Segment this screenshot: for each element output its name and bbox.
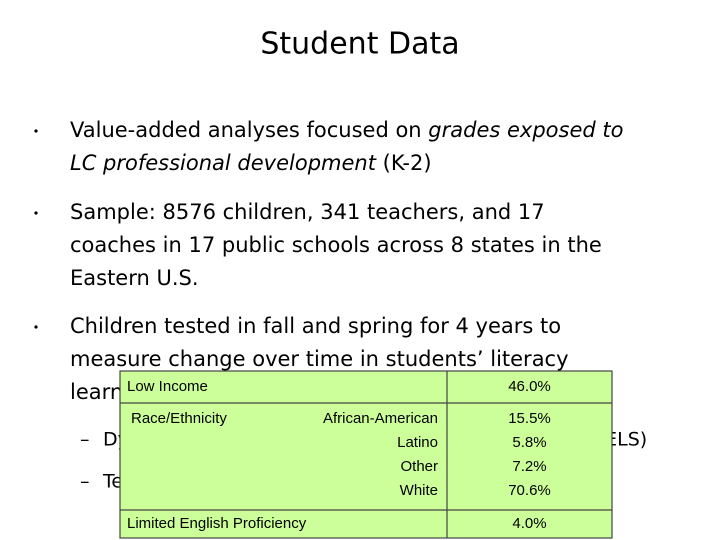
bullet-dot <box>34 211 38 215</box>
table-background <box>119 370 613 539</box>
text-segment: grades exposed to <box>428 118 623 142</box>
bullet-text: measure change over time in students’ li… <box>70 347 569 371</box>
text-segment: Value-added analyses focused on <box>70 118 428 142</box>
text-segment: LC professional development <box>70 151 377 175</box>
group-name: White <box>400 482 438 499</box>
slide-title: Student Data <box>260 27 459 62</box>
text-segment: coaches in 17 public schools across 8 st… <box>70 233 602 257</box>
text-segment: Sample: 8576 children, 341 teachers, and… <box>70 200 545 224</box>
row-label: Limited English Proficiency <box>127 515 307 532</box>
sub-bullet-dash: – <box>80 429 90 451</box>
sub-bullet-dash: – <box>80 471 90 493</box>
text-segment: Children tested in fall and spring for 4… <box>70 314 561 338</box>
bullet-dot <box>34 129 38 133</box>
group-name: Other <box>400 458 438 475</box>
bullet-dot <box>34 325 38 329</box>
group-value: 70.6% <box>508 482 551 499</box>
bullet-text: Eastern U.S. <box>70 266 199 290</box>
bullet-text: Value-added analyses focused on grades e… <box>70 118 623 142</box>
text-segment: Eastern U.S. <box>70 266 199 290</box>
bullet-text: coaches in 17 public schools across 8 st… <box>70 233 602 257</box>
row-label: Race/Ethnicity <box>131 410 227 427</box>
row-value: 4.0% <box>512 515 546 532</box>
demographics-table: Low Income 46.0% Race/Ethnicity African-Ame… <box>119 370 613 539</box>
text-segment: measure change over time in students’ li… <box>70 347 569 371</box>
row-label: Low Income <box>127 378 208 395</box>
text-segment: (K-2) <box>376 151 432 175</box>
bullet-text: LC professional development (K-2) <box>70 151 432 175</box>
group-name: Latino <box>397 434 438 451</box>
group-value: 7.2% <box>512 458 546 475</box>
group-name: African-American <box>323 410 438 427</box>
group-value: 15.5% <box>508 410 551 427</box>
group-value: 5.8% <box>512 434 546 451</box>
bullet-text: Children tested in fall and spring for 4… <box>70 314 561 338</box>
row-value: 46.0% <box>508 378 551 395</box>
bullet-text: Sample: 8576 children, 341 teachers, and… <box>70 200 545 224</box>
